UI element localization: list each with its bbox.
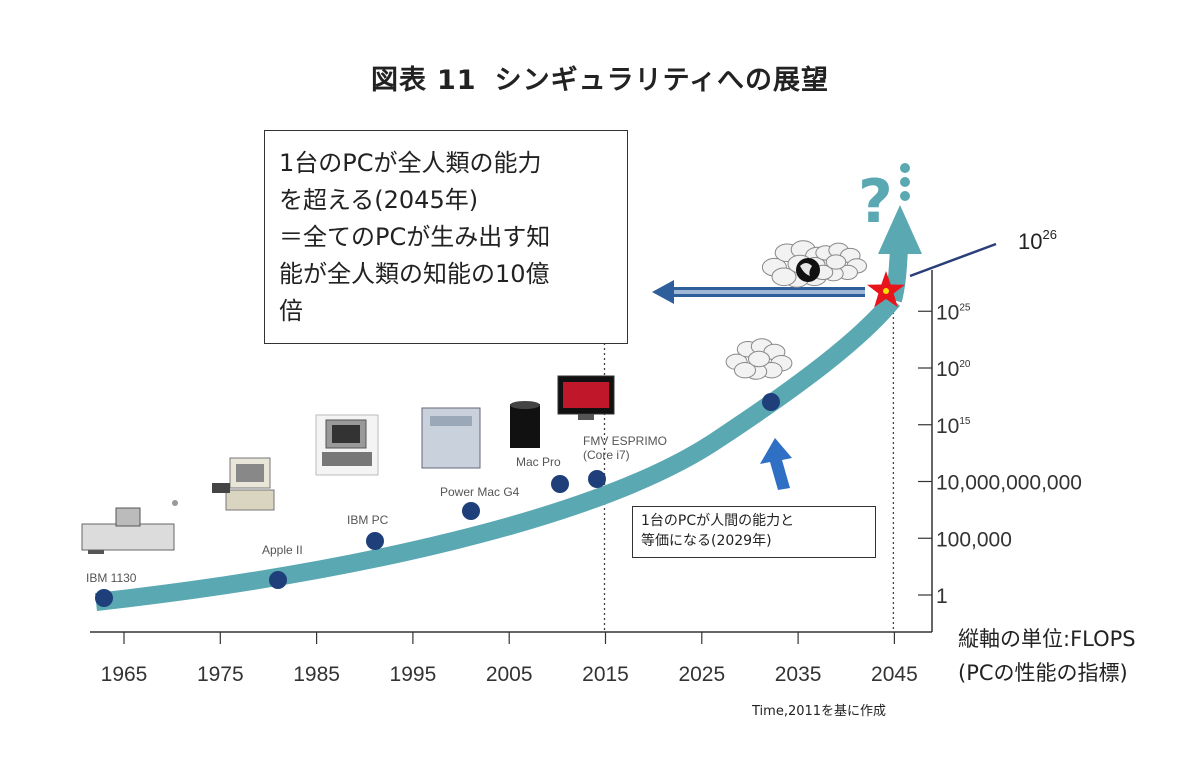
left-arrowhead [652,280,674,304]
data-point [366,532,384,550]
brain-icon [725,338,793,380]
ibm1130-dot [172,500,178,506]
x-tick-label: 2025 [678,663,725,686]
apple2-drive [212,483,230,493]
ibm1130-panel [115,507,141,527]
callout-line: 能が全人類の知能の10億 [279,260,550,288]
growth-arrowhead [878,205,922,254]
marker-26-leader [909,242,997,278]
data-point [762,393,780,411]
x-tick-label: 2015 [582,663,629,686]
point-label: Mac Pro [516,455,561,469]
y-tick-label: 1015 [936,415,971,438]
x-tick-label: 2035 [775,663,822,686]
callout-line: ＝全てのPCが生み出す知 [279,223,551,251]
data-point [95,589,113,607]
callout-line: 1台のPCが人間の能力と [641,513,795,529]
callout-line: 等価になる(2029年) [641,533,772,549]
callout-line: を超える(2045年) [279,186,479,214]
y-tick-label: 1020 [936,358,971,381]
up-arrow [760,438,792,490]
apple2-base-icon [225,489,275,511]
point-label: FMV ESPRIMO [583,434,667,448]
title-prefix: 図表 [371,65,428,96]
mac-pro-icon [510,404,540,448]
question-dot [900,163,910,173]
ibm1130-leg [88,550,104,554]
data-point [551,475,569,493]
y-tick-label: 1 [936,585,948,608]
star-center [883,288,889,294]
y-tick-label: 10,000,000,000 [936,472,1082,495]
point-label: IBM 1130 [86,571,137,585]
brain-lobe [748,350,770,368]
title-number: 11 [437,65,477,96]
x-tick-label: 2045 [871,663,918,686]
powermac-handle [430,416,472,426]
brain-lobe [734,362,756,379]
marker-26-label: 1026 [1018,227,1057,254]
point-label: Apple II [262,543,303,557]
ibmpc-screen [332,425,360,443]
title-text: シンギュラリティへの展望 [494,65,829,96]
x-tick-label: 1995 [390,663,437,686]
question-dot [900,191,910,201]
data-point [462,502,480,520]
question-mark: ? [858,167,893,237]
chart-title: 図表 11 シンギュラリティへの展望 [0,58,1200,97]
y-tick-label: 1025 [936,301,971,324]
point-label: (Core i7) [583,448,630,462]
human-equivalence-callout: 1台のPCが人間の能力と 等価になる(2029年) [632,506,876,558]
x-tick-label: 1985 [293,663,340,686]
brain-cloud-icon [804,242,868,282]
globe-land [800,263,812,276]
brain-lobe [771,267,797,287]
callout-line: 倍 [279,297,303,325]
singularity-callout: 1台のPCが全人類の能力 を超える(2045年) ＝全てのPCが生み出す知 能が… [264,130,628,344]
callout-line: 1台のPCが全人類の能力 [279,149,542,177]
x-tick-label: 2005 [486,663,533,686]
point-label: Power Mac G4 [440,485,520,499]
apple2-screen [236,464,264,482]
brain-lobe [825,254,847,270]
y-tick-label: 100,000 [936,528,1012,551]
ibm1130-icon [81,523,175,551]
x-tick-label: 1975 [197,663,244,686]
unit-line-2: (PCの性能の指標) [958,661,1128,685]
point-label: IBM PC [347,513,389,527]
fmv-screen [563,382,609,408]
mac-pro-top [510,401,540,409]
y-unit-label: 縦軸の単位:FLOPS (PCの性能の指標) [958,622,1136,690]
question-dot [900,177,910,187]
fmv-stand [578,414,594,420]
data-point [588,470,606,488]
source-note: Time,2011を基に作成 [752,704,887,719]
x-tick-label: 1965 [101,663,148,686]
unit-line-1: 縦軸の単位:FLOPS [958,627,1136,651]
data-point [269,571,287,589]
ibmpc-keyboard [322,452,372,466]
